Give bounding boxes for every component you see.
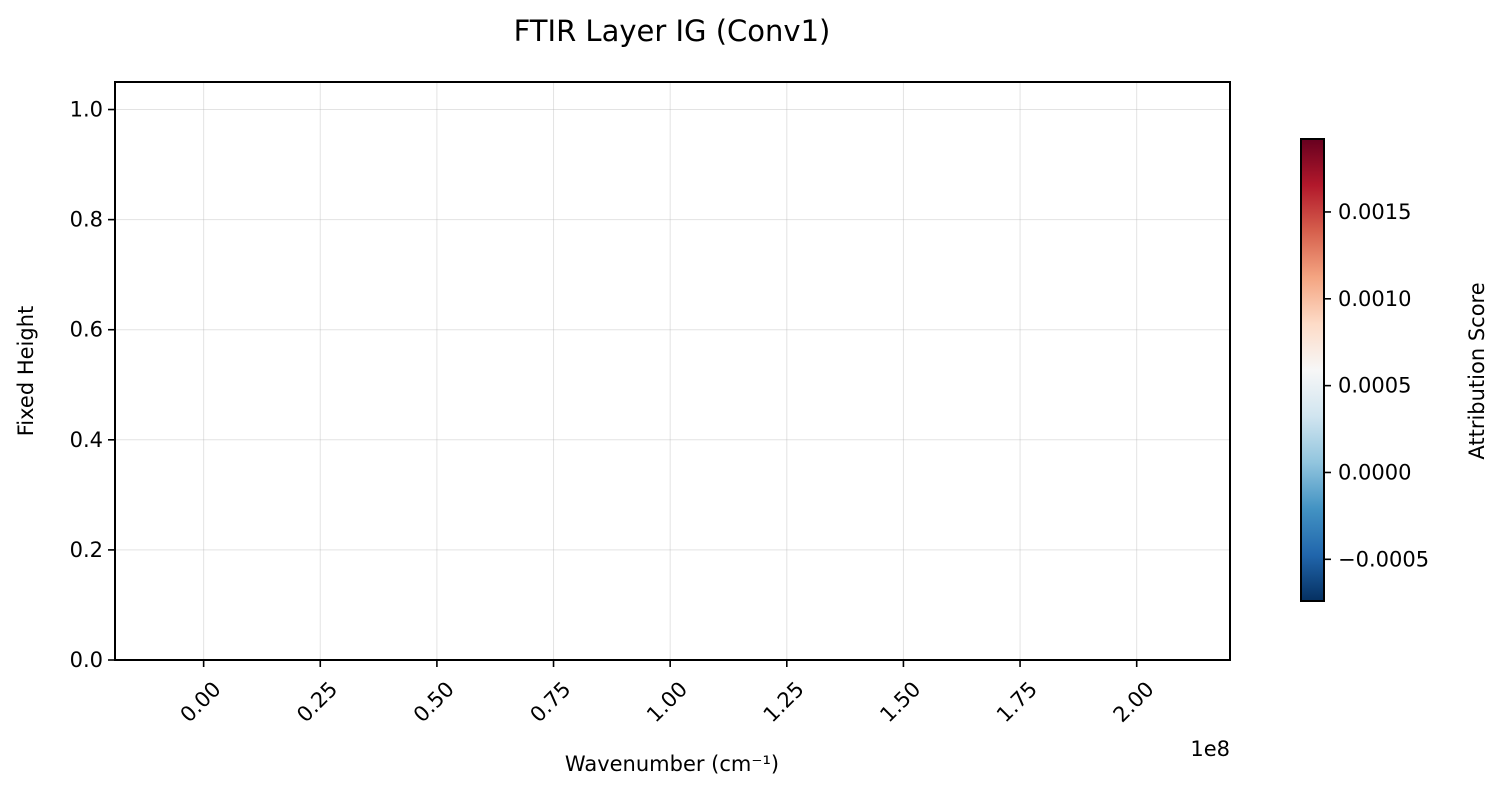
y-tick-label: 0.2 xyxy=(70,538,103,562)
y-tick-label: 0.0 xyxy=(70,648,103,672)
colorbar-frame xyxy=(1300,138,1325,602)
y-tick-label: 1.0 xyxy=(70,98,103,122)
y-axis-ticks: 0.0 0.2 0.4 0.6 0.8 1.0 xyxy=(70,98,115,672)
y-tick-label: 0.6 xyxy=(70,318,103,342)
colorbar-tick-label: −0.0005 xyxy=(1338,547,1429,571)
x-tick-label: 0.00 xyxy=(176,677,226,727)
x-axis-label: Wavenumber (cm⁻¹) xyxy=(565,752,779,776)
colorbar-label: Attribution Score xyxy=(1465,282,1489,459)
x-tick-label: 0.75 xyxy=(525,677,575,727)
x-tick-label: 0.50 xyxy=(409,677,459,727)
chart-title: FTIR Layer IG (Conv1) xyxy=(514,14,831,48)
x-tick-label: 2.00 xyxy=(1109,677,1159,727)
x-tick-label: 1.75 xyxy=(992,677,1042,727)
x-tick-label: 1.50 xyxy=(875,677,925,727)
colorbar-ticks: −0.0005 0.0000 0.0005 0.0010 0.0015 xyxy=(1324,200,1429,571)
x-axis-ticks: 0.00 0.25 0.50 0.75 1.00 1.25 1.50 1.75 2.00 xyxy=(176,660,1159,727)
y-tick-label: 0.8 xyxy=(70,208,103,232)
x-tick-label: 1.25 xyxy=(759,677,809,727)
plot-area xyxy=(114,81,1231,661)
grid-lines xyxy=(115,82,1230,661)
y-tick-label: 0.4 xyxy=(70,428,103,452)
x-tick-label: 1.00 xyxy=(642,677,692,727)
x-tick-label: 0.25 xyxy=(292,677,342,727)
colorbar-tick-label: 0.0015 xyxy=(1338,200,1411,224)
y-axis-label: Fixed Height xyxy=(14,306,38,437)
colorbar xyxy=(1301,139,1324,601)
colorbar-tick-label: 0.0010 xyxy=(1338,287,1411,311)
colorbar-tick-label: 0.0005 xyxy=(1338,374,1411,398)
colorbar-tick-label: 0.0000 xyxy=(1338,460,1411,484)
x-axis-offset-label: 1e8 xyxy=(1190,737,1230,761)
